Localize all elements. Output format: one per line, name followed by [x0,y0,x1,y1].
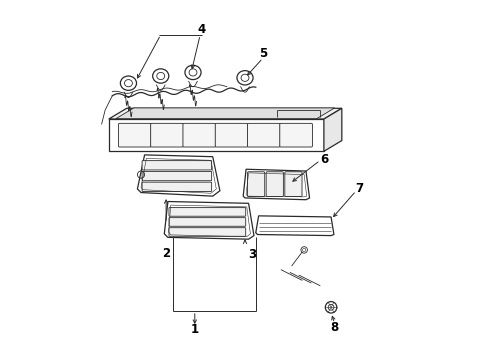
FancyBboxPatch shape [183,123,216,147]
Text: 1: 1 [191,323,199,336]
FancyBboxPatch shape [142,171,212,181]
FancyBboxPatch shape [285,172,302,197]
FancyBboxPatch shape [280,123,313,147]
Text: 4: 4 [198,23,206,36]
FancyBboxPatch shape [215,123,248,147]
Polygon shape [243,169,310,200]
Polygon shape [116,108,335,119]
Text: 2: 2 [162,247,170,260]
FancyBboxPatch shape [169,218,245,226]
Polygon shape [109,119,324,151]
FancyBboxPatch shape [119,123,151,147]
FancyBboxPatch shape [247,172,265,197]
FancyBboxPatch shape [142,182,212,192]
Text: 6: 6 [320,153,328,166]
Text: 7: 7 [356,183,364,195]
Polygon shape [256,216,334,235]
Text: 5: 5 [259,47,267,60]
Polygon shape [137,155,220,196]
Text: 8: 8 [331,320,339,333]
FancyBboxPatch shape [169,228,245,236]
FancyBboxPatch shape [169,208,245,216]
Polygon shape [324,108,342,151]
Polygon shape [109,108,342,119]
FancyBboxPatch shape [151,123,183,147]
FancyBboxPatch shape [247,123,280,147]
FancyBboxPatch shape [142,161,212,170]
Text: 3: 3 [248,248,256,261]
FancyBboxPatch shape [266,172,283,197]
Polygon shape [164,202,254,239]
